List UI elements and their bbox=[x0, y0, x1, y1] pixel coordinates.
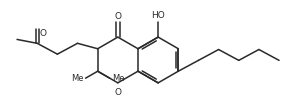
Text: O: O bbox=[114, 12, 121, 21]
Text: Me: Me bbox=[112, 74, 124, 83]
Text: HO: HO bbox=[151, 11, 165, 20]
Text: Me: Me bbox=[71, 74, 83, 83]
Text: O: O bbox=[39, 29, 46, 38]
Text: O: O bbox=[114, 88, 121, 97]
